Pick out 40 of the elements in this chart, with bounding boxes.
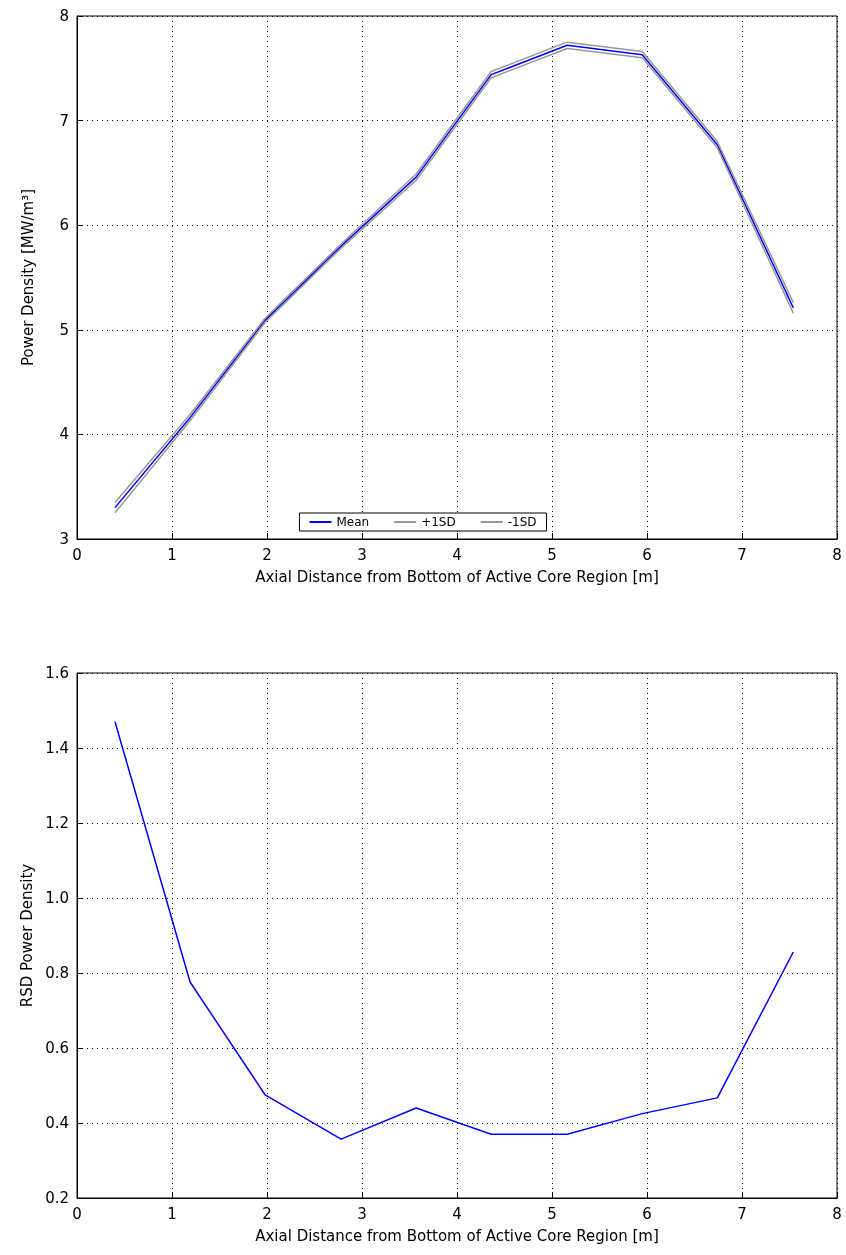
x-tick-label: 1 (167, 545, 177, 564)
x-tick-label: 7 (737, 545, 747, 564)
x-tick-label: 4 (452, 545, 462, 564)
y-tick-label: 0.2 (45, 1189, 69, 1207)
y-tick-label: 8 (59, 7, 69, 25)
legend-label: -1SD (507, 515, 537, 529)
y-tick-label: 0.8 (45, 964, 69, 982)
y-tick-label: 1.6 (45, 664, 69, 682)
y-tick-label: 5 (59, 320, 69, 339)
x-tick-label: 8 (832, 545, 842, 564)
x-tick-label: 6 (642, 545, 652, 564)
x-tick-label: 4 (452, 1204, 462, 1223)
legend-label: Mean (336, 515, 370, 529)
x-tick-label: 0 (72, 1204, 82, 1223)
line-series (114, 721, 795, 1140)
x-tick-label: 8 (832, 1204, 842, 1223)
x-tick-label: 2 (262, 545, 272, 564)
y-tick-label: 1.4 (45, 739, 69, 757)
y-tick-label: 0.4 (45, 1114, 69, 1132)
x-tick-label: 3 (357, 1204, 367, 1223)
y-tick-label: 3 (59, 530, 69, 548)
x-tick-label: 1 (167, 1204, 177, 1223)
y-tick-label: 1.2 (45, 814, 69, 832)
x-tick-label: 6 (642, 1204, 652, 1223)
x-tick-label: 2 (262, 1204, 272, 1223)
y-tick-label: 1.0 (45, 889, 69, 907)
y-axis-title: RSD Power Density (17, 863, 36, 1008)
x-tick-label: 5 (547, 1204, 557, 1223)
x-tick-label: 5 (547, 545, 557, 564)
x-axis-title: Axial Distance from Bottom of Active Core Region [m] (255, 1226, 659, 1245)
x-tick-label: 3 (357, 545, 367, 564)
y-tick-label: 6 (59, 216, 69, 235)
y-tick-label: 0.6 (45, 1039, 69, 1057)
x-tick-label: 0 (72, 545, 82, 564)
x-axis-title: Axial Distance from Bottom of Active Core Region [m] (255, 567, 659, 586)
y-tick-label: 7 (59, 111, 69, 130)
y-axis-title: Power Density [MW/m³] (18, 188, 37, 367)
x-tick-label: 7 (737, 1204, 747, 1223)
y-tick-label: 4 (59, 425, 69, 444)
legend-label: +1SD (421, 515, 456, 529)
